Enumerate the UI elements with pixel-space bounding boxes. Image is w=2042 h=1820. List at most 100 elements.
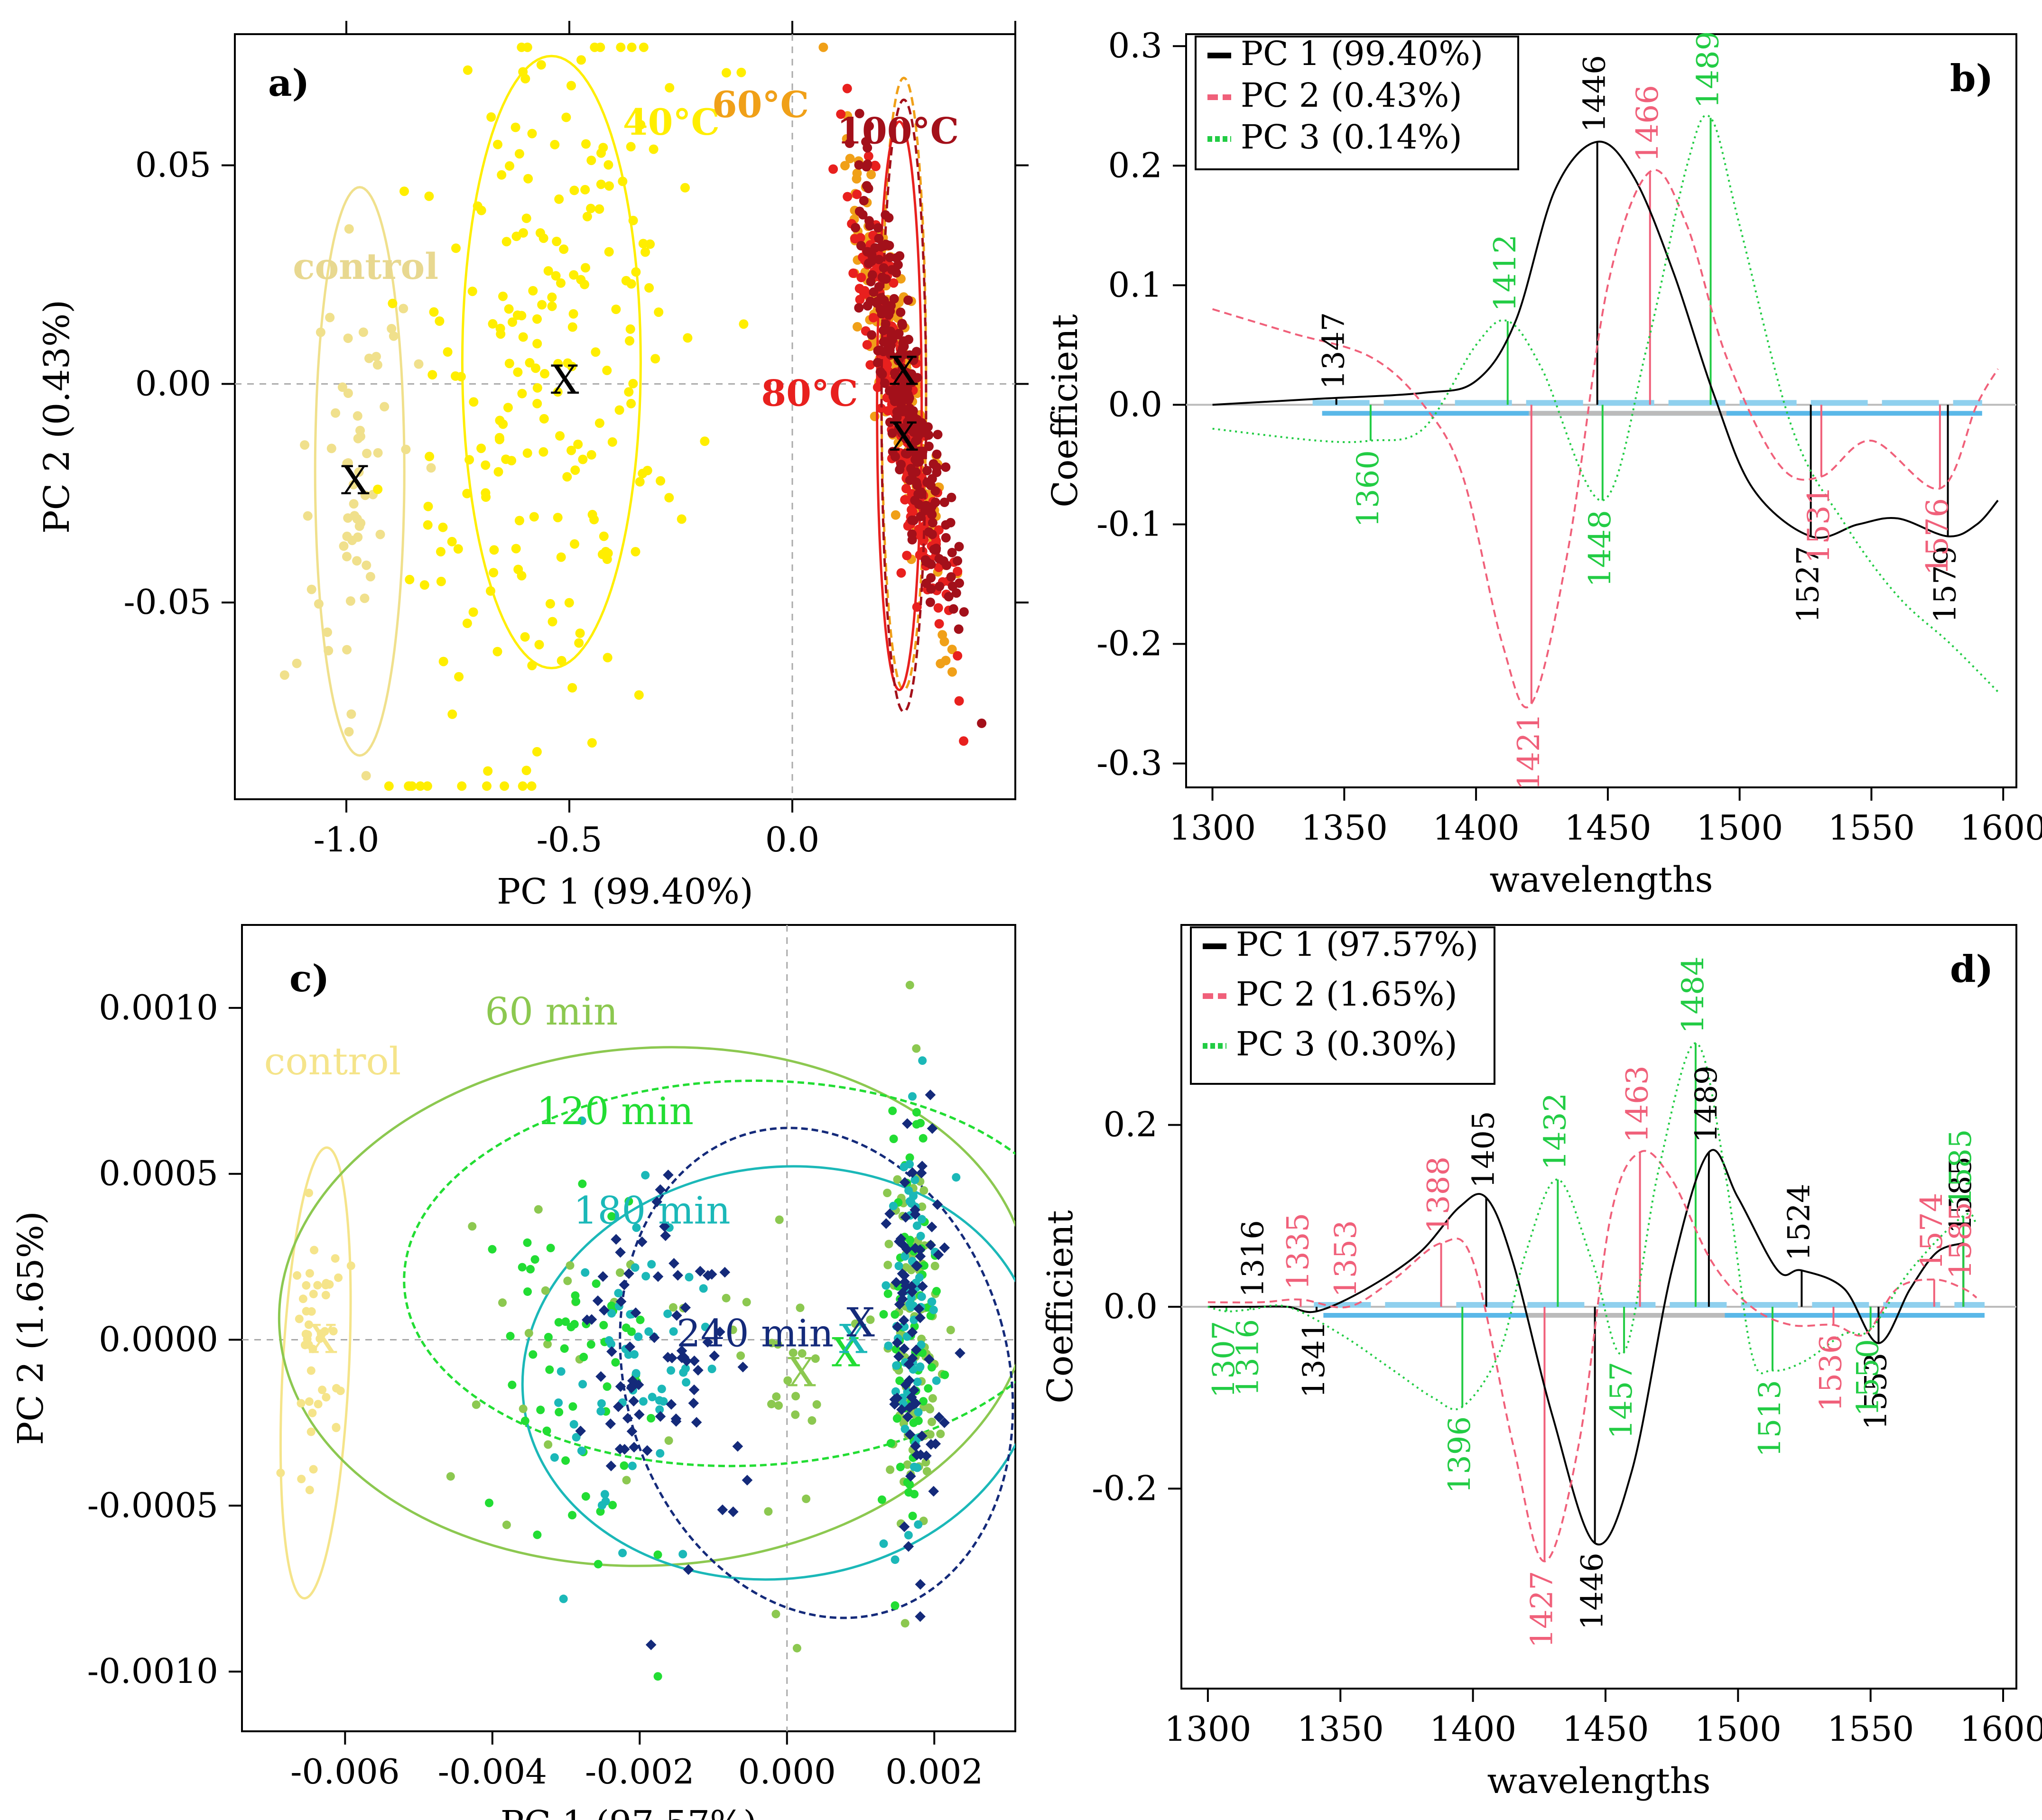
data-point (862, 340, 872, 350)
legend-box (1190, 926, 1495, 1085)
data-point (916, 1231, 925, 1240)
x-tick-label: 1350 (1301, 808, 1388, 848)
data-point (851, 1319, 860, 1328)
data-point (568, 1402, 577, 1411)
data-point (920, 1261, 928, 1270)
data-point (909, 376, 918, 386)
data-point (572, 1297, 581, 1306)
data-point (488, 319, 498, 329)
data-point (314, 1400, 323, 1409)
data-point (773, 1340, 782, 1349)
data-point (318, 1386, 327, 1395)
peak-label: 1553 (1858, 1353, 1893, 1430)
data-point (932, 1287, 941, 1296)
data-point (791, 1410, 800, 1419)
data-point (896, 1462, 905, 1471)
data-point (427, 370, 437, 380)
data-point (574, 638, 584, 648)
data-point (901, 1244, 912, 1255)
data-point (680, 183, 690, 193)
group-label: 60 min (485, 989, 618, 1034)
data-point (579, 1352, 588, 1361)
peak-label: 1489 (1689, 1065, 1724, 1143)
data-point (360, 593, 370, 603)
data-point (902, 1411, 913, 1423)
data-point (888, 447, 898, 457)
data-point (570, 465, 580, 475)
data-point (892, 1321, 903, 1332)
series-line-2 (1207, 1150, 1977, 1562)
group-label: 80°C (761, 372, 858, 414)
data-point (641, 1171, 650, 1180)
centroid-marker: X (551, 357, 579, 403)
data-point (881, 274, 891, 284)
data-point (899, 1177, 910, 1188)
data-point (669, 1327, 678, 1336)
data-point (624, 387, 634, 397)
data-point (297, 1475, 306, 1484)
data-point (594, 418, 604, 428)
data-point (538, 233, 548, 243)
panel-label: d) (1950, 948, 1993, 991)
data-point (534, 640, 544, 650)
data-point (615, 1381, 626, 1392)
data-point (915, 1611, 926, 1622)
data-point (608, 1501, 617, 1510)
data-point (907, 1353, 918, 1364)
data-point (808, 1416, 817, 1425)
data-point (591, 347, 601, 357)
data-point (709, 1350, 720, 1361)
data-point (916, 1362, 925, 1371)
data-point (454, 672, 464, 682)
data-point (628, 1461, 637, 1470)
series-line-1 (1207, 1149, 1964, 1546)
data-point (276, 1469, 285, 1478)
data-point (954, 624, 964, 634)
data-point (886, 333, 896, 342)
data-point (913, 489, 923, 499)
data-point (494, 433, 504, 443)
data-point (492, 647, 502, 656)
data-point (905, 980, 914, 989)
data-point (334, 1273, 343, 1282)
data-point (901, 484, 911, 493)
data-point (303, 511, 313, 521)
data-point (546, 1244, 555, 1253)
data-point (342, 645, 352, 655)
data-point (578, 1179, 587, 1188)
data-point (573, 439, 583, 449)
y-tick-label: 0.2 (1108, 145, 1162, 185)
data-point (919, 1397, 928, 1406)
data-point (603, 1382, 612, 1391)
data-point (866, 1315, 875, 1324)
data-point (732, 1441, 743, 1452)
data-point (603, 653, 613, 663)
data-point (429, 307, 439, 317)
data-point (933, 603, 943, 613)
data-point (915, 1579, 926, 1590)
data-point (528, 286, 538, 296)
data-point (852, 168, 862, 178)
confidence-ellipse (876, 120, 923, 692)
data-point (880, 241, 890, 251)
peak-label: 1513 (1753, 1380, 1788, 1457)
data-point (486, 112, 496, 122)
data-point (568, 309, 578, 319)
data-point (911, 347, 921, 357)
data-point (648, 1393, 657, 1402)
data-point (361, 771, 371, 781)
data-point (665, 83, 675, 92)
data-point (900, 1619, 910, 1628)
y-tick-label: -0.0005 (87, 1485, 218, 1525)
data-point (569, 1420, 578, 1429)
data-point (581, 139, 591, 149)
x-tick-label: 1300 (1164, 1709, 1251, 1749)
peak-label: 1432 (1538, 1093, 1573, 1170)
data-point (840, 161, 850, 171)
data-point (423, 520, 433, 530)
data-point (508, 1380, 517, 1389)
data-point (626, 279, 636, 289)
data-point (346, 1261, 355, 1270)
data-point (344, 224, 354, 234)
data-point (941, 462, 951, 472)
